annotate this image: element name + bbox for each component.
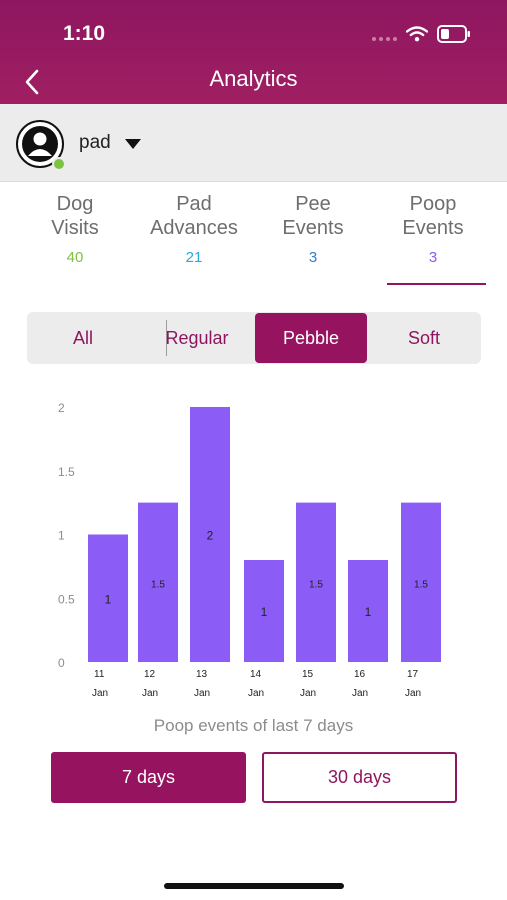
tab-pee-events[interactable]: Pee Events 3 xyxy=(253,192,373,266)
stat-label-line2: Events xyxy=(282,217,344,239)
stats-tabs: Dog Visits 40 Pad Advances 21 Pee Events… xyxy=(0,192,507,292)
x-tick-day-label: 14 xyxy=(250,669,262,680)
stat-label-line1: Dog xyxy=(56,193,94,215)
bar xyxy=(88,534,128,662)
tab-poop-events[interactable]: Poop Events 3 xyxy=(373,192,493,266)
x-tick-month-label: Jan xyxy=(300,688,316,699)
y-tick-label: 1.5 xyxy=(58,465,75,479)
active-tab-indicator xyxy=(387,283,486,285)
x-tick-day-label: 16 xyxy=(354,669,366,680)
tab-pad-advances[interactable]: Pad Advances 21 xyxy=(134,192,254,266)
stat-label-line2: Events xyxy=(402,217,464,239)
bar xyxy=(348,560,388,662)
x-tick-month-label: Jan xyxy=(352,688,368,699)
stat-count: 3 xyxy=(308,249,318,266)
filter-divider xyxy=(166,320,167,356)
online-status-dot xyxy=(52,157,66,171)
x-tick-day-label: 15 xyxy=(302,669,314,680)
tab-dog-visits[interactable]: Dog Visits 40 xyxy=(15,192,135,266)
x-tick-month-label: Jan xyxy=(405,688,421,699)
bar xyxy=(244,560,284,662)
filter-pebble[interactable]: Pebble xyxy=(255,313,367,363)
signal-dots-icon xyxy=(372,37,397,41)
filter-all[interactable]: All xyxy=(72,328,93,348)
back-button[interactable] xyxy=(18,64,46,100)
thirty-days-button[interactable]: 30 days xyxy=(262,752,457,803)
x-tick-day-label: 13 xyxy=(196,669,208,680)
y-tick-label: 0.5 xyxy=(58,592,75,606)
wifi-icon xyxy=(406,26,428,42)
bar xyxy=(401,502,441,662)
user-name: pad xyxy=(79,132,111,153)
filter-soft[interactable]: Soft xyxy=(407,328,441,348)
x-tick-month-label: Jan xyxy=(194,688,210,699)
user-selector[interactable]: pad xyxy=(0,104,507,182)
app-header: 1:10 Analytics xyxy=(0,0,507,104)
status-time: 1:10 xyxy=(63,22,106,45)
bar xyxy=(296,502,336,662)
bar xyxy=(190,407,230,662)
bar xyxy=(138,502,178,662)
x-tick-day-label: 17 xyxy=(407,669,419,680)
bar-value-label: 1.5 xyxy=(309,579,323,590)
stat-count: 3 xyxy=(428,249,438,266)
stat-count: 21 xyxy=(185,249,203,266)
bar-value-label: 1 xyxy=(261,605,268,619)
type-filter: All Regular Pebble Soft xyxy=(27,312,481,364)
chart-caption: Poop events of last 7 days xyxy=(153,716,354,735)
y-tick-label: 0 xyxy=(58,656,65,670)
x-tick-month-label: Jan xyxy=(142,688,158,699)
y-tick-label: 1 xyxy=(58,529,65,543)
poop-events-chart: 00.511.52111Jan1.512Jan213Jan114Jan1.515… xyxy=(58,401,441,699)
filter-regular[interactable]: Regular xyxy=(165,328,229,348)
bar-value-label: 1.5 xyxy=(151,579,165,590)
x-tick-month-label: Jan xyxy=(248,688,264,699)
caret-down-icon[interactable] xyxy=(124,138,142,150)
x-tick-day-label: 11 xyxy=(94,669,105,680)
stat-label-line2: Visits xyxy=(51,217,99,239)
stat-label-line1: Pee xyxy=(295,193,331,215)
stat-label-line2: Advances xyxy=(150,217,238,239)
bar-value-label: 1 xyxy=(105,592,112,606)
stat-label-line1: Pad xyxy=(176,193,212,215)
stat-label-line1: Poop xyxy=(409,193,457,215)
battery-icon xyxy=(437,25,470,43)
bar-value-label: 2 xyxy=(207,529,214,543)
seven-days-button[interactable]: 7 days xyxy=(51,752,246,803)
x-tick-day-label: 12 xyxy=(144,669,156,680)
y-tick-label: 2 xyxy=(58,401,65,415)
bar-value-label: 1 xyxy=(365,605,372,619)
stat-count: 40 xyxy=(66,249,84,266)
user-icon xyxy=(22,126,58,162)
bar-value-label: 1.5 xyxy=(414,579,428,590)
page-title: Analytics xyxy=(209,66,298,91)
home-indicator xyxy=(164,883,344,889)
x-tick-month-label: Jan xyxy=(92,688,108,699)
